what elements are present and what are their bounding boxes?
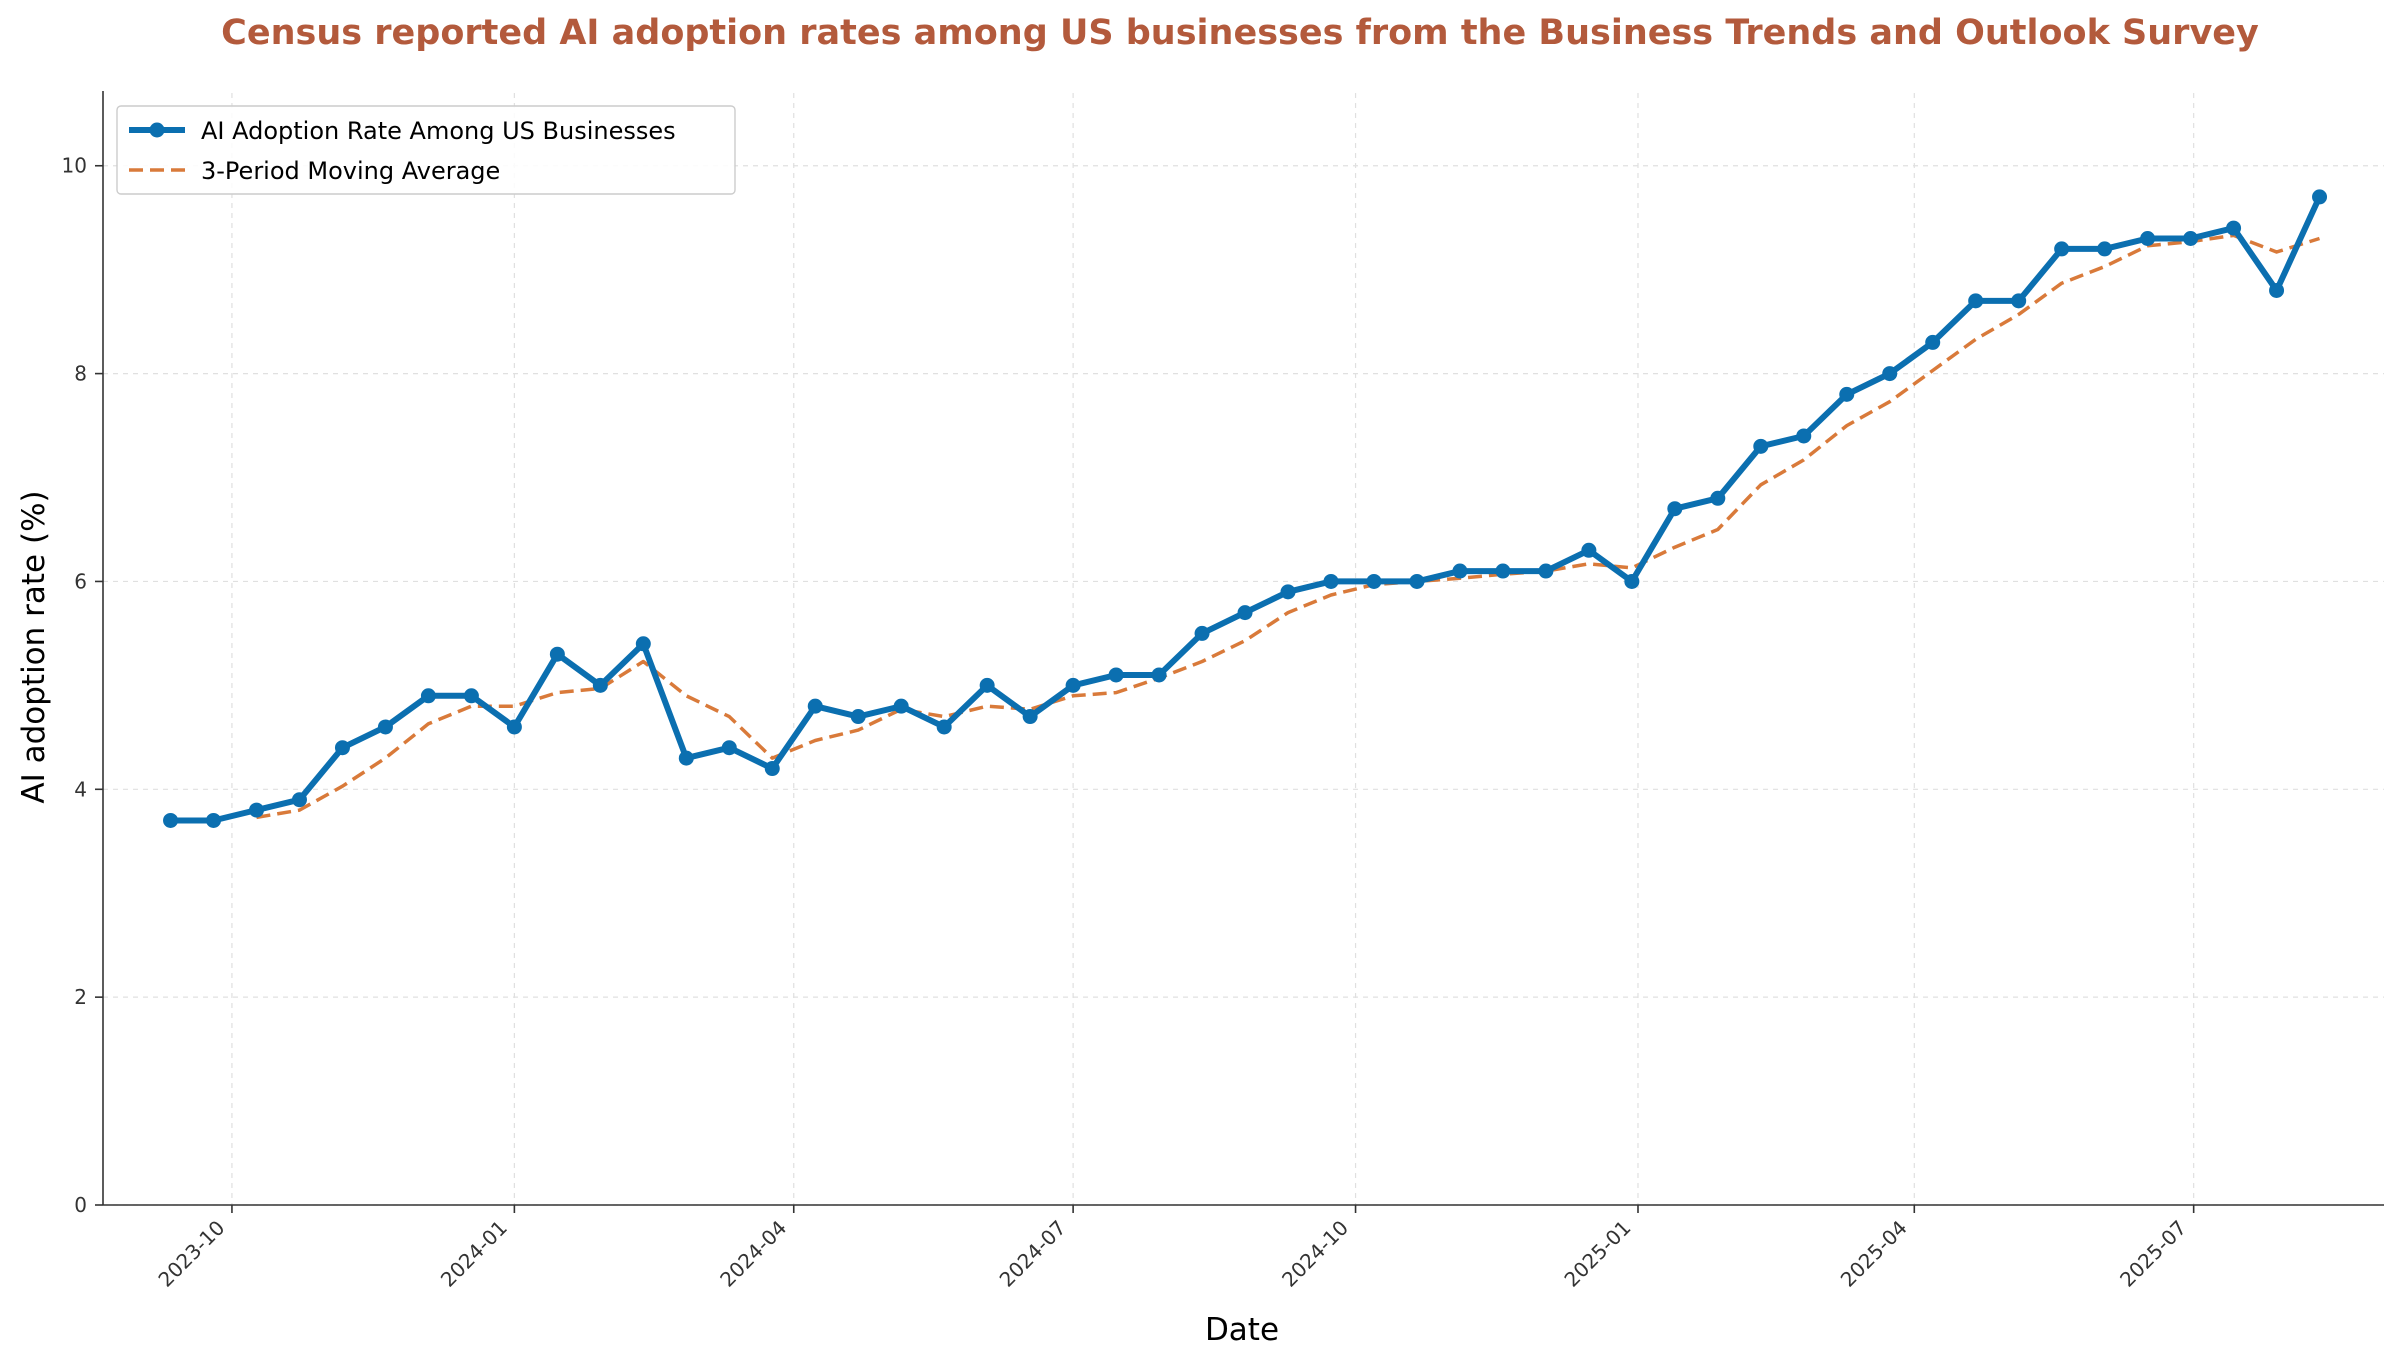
data-point (1581, 542, 1597, 558)
data-point (549, 646, 565, 662)
data-point (506, 719, 522, 735)
data-point (2054, 241, 2070, 257)
legend-entry: AI Adoption Rate Among US Businesses (201, 117, 676, 145)
data-point (592, 677, 608, 693)
data-point (979, 677, 995, 693)
data-point (1495, 563, 1511, 579)
data-point (2140, 230, 2156, 246)
data-point (1538, 563, 1554, 579)
data-point (334, 740, 350, 756)
data-point (2312, 189, 2328, 205)
data-point (1022, 709, 1038, 725)
plot-area (163, 189, 2328, 828)
x-tick-label: 2023-10 (153, 1216, 229, 1292)
data-point (1108, 667, 1124, 683)
data-point (678, 750, 694, 766)
moving-average-line (256, 233, 2321, 820)
legend: AI Adoption Rate Among US Businesses 3-Pe… (116, 105, 736, 195)
y-axis-label: AI adoption rate (%) (16, 490, 52, 803)
data-point (2226, 220, 2242, 236)
data-point (420, 688, 436, 704)
data-point (2269, 282, 2285, 298)
y-tick-label: 0 (74, 1193, 87, 1217)
data-point (721, 740, 737, 756)
legend-marker (149, 122, 165, 138)
data-point (850, 709, 866, 725)
data-point (1882, 366, 1898, 382)
data-point (1796, 428, 1812, 444)
data-point (764, 761, 780, 777)
data-point (2183, 230, 2199, 246)
x-tick-label: 2024-10 (1277, 1216, 1353, 1292)
data-point (807, 698, 823, 714)
legend-entry: 3-Period Moving Average (201, 157, 500, 185)
data-point (1194, 625, 1210, 641)
data-point (1839, 386, 1855, 402)
grid (103, 93, 2384, 1206)
x-axis-label: Date (1205, 1312, 1279, 1348)
x-tick-label: 2024-04 (715, 1216, 791, 1292)
data-point (463, 688, 479, 704)
data-point (291, 792, 307, 808)
data-point (1753, 438, 1769, 454)
y-tick-label: 2 (74, 985, 87, 1009)
data-point (635, 636, 651, 652)
data-point (377, 719, 393, 735)
data-point (1237, 605, 1253, 621)
data-point (1710, 490, 1726, 506)
data-point (1452, 563, 1468, 579)
data-point (1151, 667, 1167, 683)
data-point (163, 812, 179, 828)
data-point (206, 812, 222, 828)
x-tick-label: 2024-07 (995, 1216, 1071, 1292)
x-tick-label: 2025-04 (1836, 1216, 1912, 1292)
data-point (893, 698, 909, 714)
data-point (1366, 573, 1382, 589)
adoption-rate-line (170, 195, 2323, 824)
data-point (248, 802, 264, 818)
y-tick-label: 8 (74, 362, 87, 386)
data-point (1968, 293, 1984, 309)
axes: 0 2 4 6 8 10 2023-10 2024-01 2024-04 2024-07 2024-… (62, 91, 2384, 1292)
y-tick-label: 10 (62, 154, 87, 178)
data-point (1925, 334, 1941, 350)
x-tick-label: 2024-01 (436, 1216, 512, 1292)
data-point (1409, 573, 1425, 589)
data-point (1280, 584, 1296, 600)
data-point (936, 719, 952, 735)
legend-box (116, 105, 736, 195)
x-tick-label: 2025-07 (2115, 1216, 2191, 1292)
data-point (2097, 241, 2113, 257)
data-point (1624, 573, 1640, 589)
y-tick-label: 6 (74, 569, 87, 593)
data-point (1667, 501, 1683, 517)
chart-title: Census reported AI adoption rates among … (221, 13, 2259, 53)
x-tick-label: 2025-01 (1559, 1216, 1635, 1292)
y-tick-label: 4 (74, 777, 87, 801)
data-point (1065, 677, 1081, 693)
data-point (2011, 293, 2027, 309)
data-point (1323, 573, 1339, 589)
